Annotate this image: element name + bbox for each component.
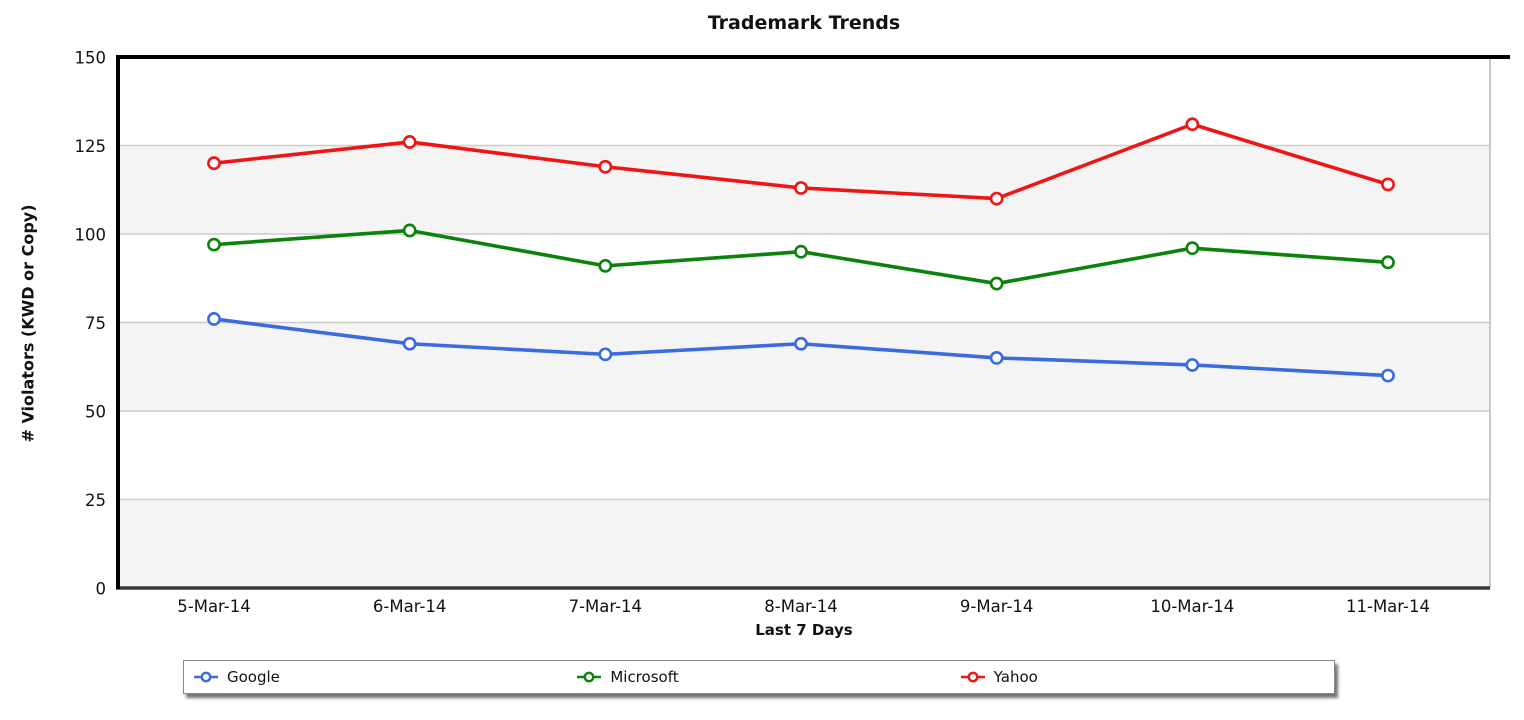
x-tick-label: 6-Mar-14 (373, 597, 446, 616)
plot-band (118, 57, 1490, 146)
data-point-yahoo-6 (1381, 177, 1395, 192)
data-point-yahoo-2 (598, 159, 613, 174)
data-point-yahoo-3 (794, 181, 808, 195)
data-point-microsoft-1 (402, 223, 417, 238)
data-point-google-3 (794, 336, 808, 351)
chart-legend: Google Microsoft Yahoo (183, 660, 1335, 694)
data-point-google-1 (402, 336, 417, 351)
legend-label: Yahoo (993, 668, 1038, 686)
data-point-google-5 (1185, 358, 1200, 372)
data-point-google-6 (1381, 368, 1395, 383)
data-point-microsoft-0 (207, 237, 221, 252)
data-point-google-4 (989, 350, 1004, 365)
x-tick-label: 10-Mar-14 (1150, 597, 1234, 616)
chart-title: Trademark Trends (707, 12, 901, 34)
data-point-microsoft-6 (1381, 255, 1395, 270)
x-tick-label: 9-Mar-14 (960, 597, 1033, 616)
data-point-yahoo-1 (402, 135, 417, 149)
y-tick-label: 25 (85, 491, 106, 510)
y-tick-label: 150 (75, 49, 107, 68)
x-tick-label: 11-Mar-14 (1346, 597, 1430, 616)
y-tick-label: 75 (85, 314, 106, 333)
plot-band (118, 499, 1490, 588)
y-tick-label: 100 (75, 226, 107, 245)
data-point-microsoft-2 (598, 258, 613, 273)
legend-item-yahoo: Yahoo (951, 668, 1334, 686)
y-tick-label: 0 (96, 580, 107, 599)
plot-band (118, 322, 1490, 411)
data-point-yahoo-4 (989, 191, 1004, 206)
x-tick-label: 8-Mar-14 (764, 597, 837, 616)
x-tick-label: 7-Mar-14 (569, 597, 642, 616)
legend-item-microsoft: Microsoft (567, 668, 950, 686)
data-point-google-2 (598, 347, 613, 362)
data-point-yahoo-0 (207, 156, 221, 171)
legend-item-google: Google (184, 668, 567, 686)
x-axis-title: Last 7 Days (755, 621, 853, 639)
legend-marker-icon (194, 671, 218, 683)
legend-marker-icon (577, 671, 602, 683)
x-tick-label: 5-Mar-14 (177, 597, 250, 616)
data-point-microsoft-3 (794, 244, 808, 259)
data-point-google-0 (207, 312, 221, 326)
data-point-microsoft-4 (989, 276, 1004, 291)
data-point-yahoo-5 (1185, 117, 1200, 132)
y-tick-label: 125 (75, 137, 107, 156)
plot-band (118, 411, 1490, 500)
data-point-microsoft-5 (1185, 241, 1200, 256)
y-tick-label: 50 (85, 403, 106, 422)
legend-label: Google (227, 668, 280, 686)
legend-label: Microsoft (610, 668, 679, 686)
legend-marker-icon (960, 671, 985, 683)
